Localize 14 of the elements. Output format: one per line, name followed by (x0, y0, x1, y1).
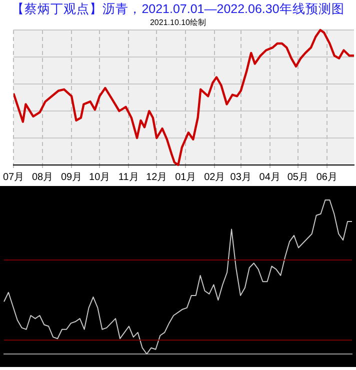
x-tick-label: 11月 (118, 172, 139, 183)
x-tick-label: 08月 (32, 172, 54, 183)
x-tick-label: 09月 (60, 172, 82, 183)
x-tick-label: 12月 (146, 172, 168, 183)
x-tick-label: 07月 (3, 172, 24, 183)
chart-subtitle: 2021.10.10绘制 (148, 18, 208, 28)
x-tick-label: 04月 (259, 172, 280, 183)
x-tick-label: 06月 (316, 172, 338, 183)
x-tick-label: 03月 (230, 172, 252, 183)
x-tick-label: 10月 (89, 172, 110, 183)
x-tick-label: 05月 (287, 172, 308, 183)
x-tick-label: 02月 (204, 172, 226, 183)
chart-title: 【蔡炳丁观点】沥青，2021.07.01—2022.06.30年线预测图 (10, 1, 346, 18)
x-tick-label: 01月 (175, 172, 196, 183)
